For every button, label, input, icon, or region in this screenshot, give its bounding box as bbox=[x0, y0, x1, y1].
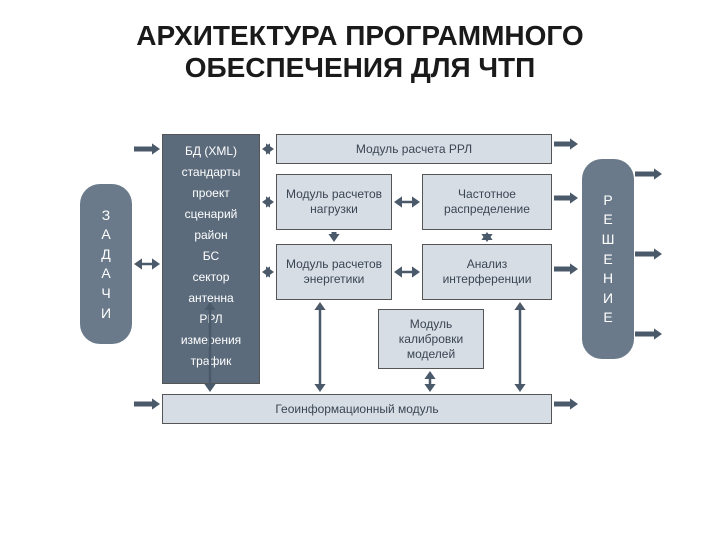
box-calib: Модуль калибровки моделей bbox=[378, 309, 484, 369]
page-title: АРХИТЕКТУРА ПРОГРАММНОГО ОБЕСПЕЧЕНИЯ ДЛЯ… bbox=[0, 0, 720, 94]
box-interf: Анализ интерференции bbox=[422, 244, 552, 300]
box-rrl: Модуль расчета РРЛ bbox=[276, 134, 552, 164]
architecture-diagram: ЗАДАЧИ РЕШЕНИЕ БД (XML)стандартыпроектсцен… bbox=[0, 94, 720, 514]
title-line-2: ОБЕСПЕЧЕНИЯ ДЛЯ ЧТП bbox=[185, 52, 536, 83]
box-geo: Геоинформационный модуль bbox=[162, 394, 552, 424]
box-load: Модуль расчетов нагрузки bbox=[276, 174, 392, 230]
title-line-1: АРХИТЕКТУРА ПРОГРАММНОГО bbox=[136, 20, 583, 51]
tasks-pill: ЗАДАЧИ bbox=[80, 184, 132, 344]
box-freq: Частотное распределение bbox=[422, 174, 552, 230]
solution-pill: РЕШЕНИЕ bbox=[582, 159, 634, 359]
box-db: БД (XML)стандартыпроектсценарийрайонБСсе… bbox=[162, 134, 260, 384]
box-energy: Модуль расчетов энергетики bbox=[276, 244, 392, 300]
